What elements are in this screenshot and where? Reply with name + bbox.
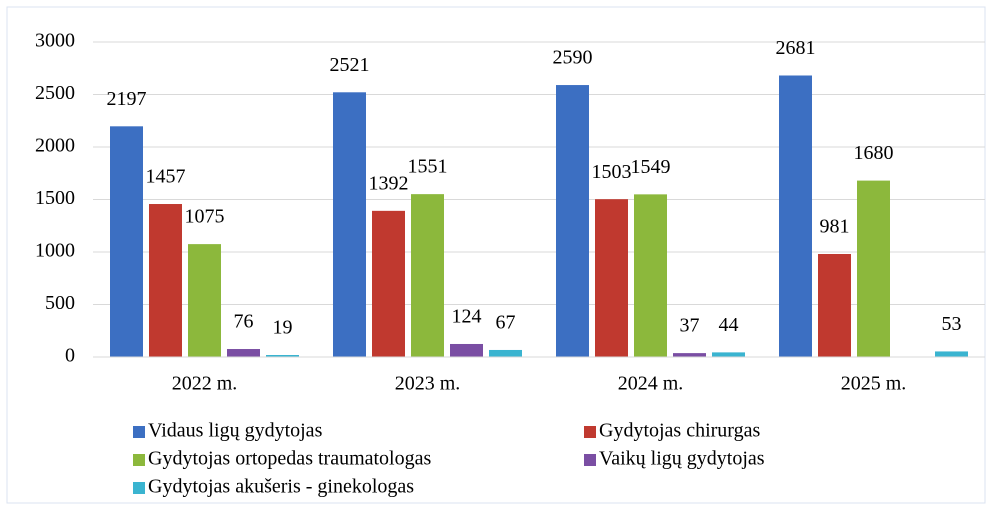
legend-swatch (133, 454, 145, 466)
bar (450, 343, 483, 357)
data-label: 1680 (854, 142, 894, 164)
y-tick-label: 1000 (35, 240, 75, 262)
x-tick-label: 2025 m. (841, 373, 907, 395)
x-tick-label: 2023 m. (395, 373, 461, 395)
bar (266, 355, 299, 357)
bar (188, 244, 221, 357)
legend-label: Gydytojas chirurgas (599, 420, 760, 442)
data-label: 76 (234, 311, 254, 333)
data-label: 37 (680, 315, 700, 337)
bar (372, 210, 405, 357)
x-tick-label: 2024 m. (618, 373, 684, 395)
bar (634, 194, 667, 357)
data-label: 2681 (776, 37, 816, 59)
bar (227, 349, 260, 357)
y-tick-label: 2500 (35, 82, 75, 104)
bar (595, 199, 628, 357)
y-tick-label: 1500 (35, 187, 75, 209)
data-label: 124 (452, 306, 482, 328)
y-tick-label: 2000 (35, 135, 75, 157)
data-label: 19 (273, 317, 293, 339)
bar (110, 126, 143, 357)
legend-swatch (584, 454, 596, 466)
bar (818, 253, 851, 357)
data-label: 2590 (553, 47, 593, 69)
data-label: 1075 (185, 206, 225, 228)
legend-swatch (133, 426, 145, 438)
data-label: 44 (719, 314, 739, 336)
y-tick-label: 500 (45, 292, 75, 314)
legend-swatch (584, 426, 596, 438)
legend-label: Vidaus ligų gydytojas (148, 420, 323, 442)
legend-label: Vaikų ligų gydytojas (599, 448, 765, 470)
y-tick-label: 0 (65, 345, 75, 367)
bar (489, 349, 522, 357)
data-label: 2521 (330, 54, 370, 76)
data-label: 1551 (408, 156, 448, 178)
bar (712, 352, 745, 357)
bar (333, 92, 366, 358)
legend-swatch (133, 482, 145, 494)
bar (935, 351, 968, 357)
data-label: 53 (942, 313, 962, 335)
data-label: 1503 (592, 161, 632, 183)
data-label: 67 (496, 312, 516, 334)
data-label: 1392 (369, 172, 409, 194)
legend-label: Gydytojas ortopedas traumatologas (148, 448, 431, 470)
x-tick-label: 2022 m. (172, 373, 238, 395)
data-label: 2197 (107, 88, 147, 110)
bar (149, 204, 182, 357)
bar (779, 75, 812, 358)
bar (673, 353, 706, 357)
legend-label: Gydytojas akušeris - ginekologas (148, 476, 414, 498)
bar (857, 180, 890, 357)
bar (411, 194, 444, 357)
y-tick-label: 3000 (35, 30, 75, 52)
data-label: 1549 (631, 156, 671, 178)
bar (556, 85, 589, 358)
data-label: 981 (820, 216, 850, 238)
data-label: 1457 (146, 166, 186, 188)
